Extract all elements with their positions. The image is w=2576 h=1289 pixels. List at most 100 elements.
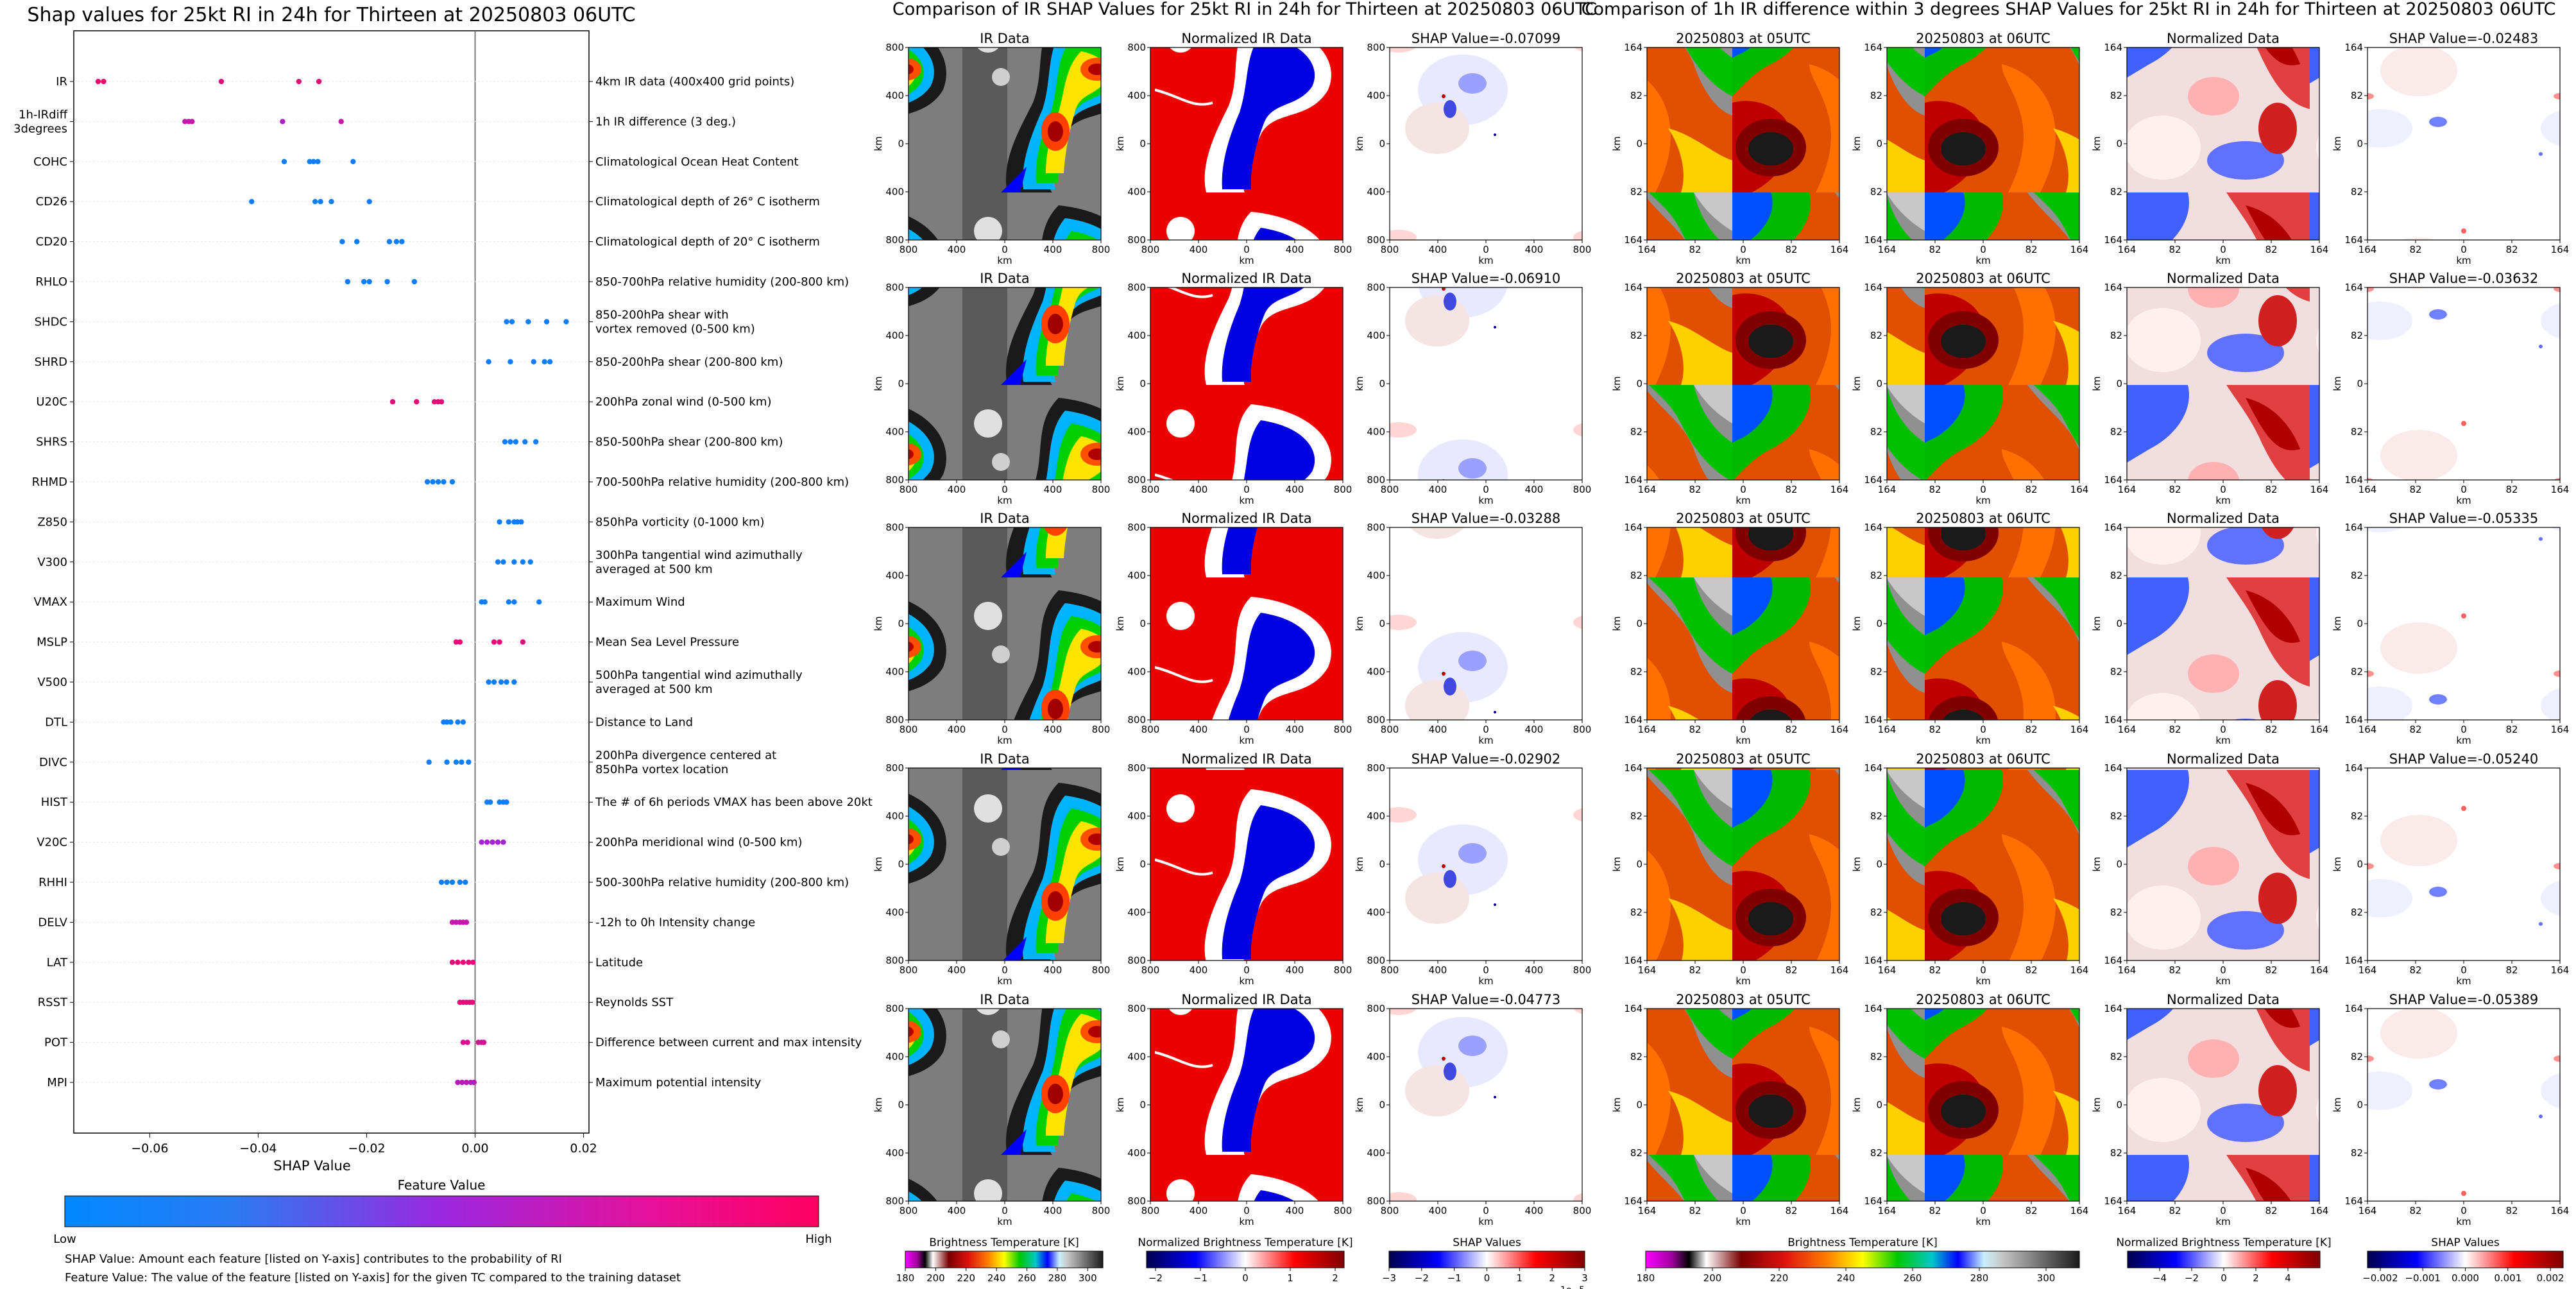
y-axis-label: km <box>2332 616 2343 631</box>
y-tick-label: 82 <box>1630 186 1642 198</box>
subplot-image <box>1647 47 1839 240</box>
x-tick-label: 0 <box>1243 484 1250 495</box>
x-tick-label: 800 <box>1092 484 1111 495</box>
y-tick-label: 82 <box>1870 810 1882 822</box>
y-tick-label: 0 <box>2116 138 2122 149</box>
subplot-image <box>2127 47 2319 240</box>
x-axis-label: km <box>2215 975 2230 987</box>
subplot-image <box>1150 1009 1343 1201</box>
x-axis-label: km <box>997 495 1012 506</box>
x-tick-label: 82 <box>2265 964 2277 976</box>
subplot-image <box>1887 1009 2079 1201</box>
y-tick-label: 82 <box>2110 90 2122 101</box>
shap-point <box>471 1079 477 1086</box>
x-tick-label: 400 <box>1190 724 1208 735</box>
x-axis-label: km <box>2215 735 2230 746</box>
x-tick-label: 82 <box>1785 724 1797 735</box>
x-axis-label: km <box>1736 975 1750 987</box>
x-tick-label: 82 <box>2409 964 2421 976</box>
y-tick-label: 0 <box>2116 858 2122 870</box>
shap-point <box>444 719 450 725</box>
y-tick-label: 82 <box>2351 90 2363 101</box>
subplot-title: 20250803 at 06UTC <box>1916 992 2051 1007</box>
feature-code-label: 3degrees <box>13 122 67 135</box>
y-tick-label: 0 <box>1139 858 1146 870</box>
subplot-title: IR Data <box>980 271 1030 286</box>
feature-code-label: RHLO <box>35 275 67 289</box>
y-tick-label: 164 <box>2344 282 2363 293</box>
y-axis-label: km <box>2091 1097 2103 1112</box>
y-tick-label: 0 <box>1379 1099 1385 1111</box>
x-tick-label: 0 <box>1002 484 1008 495</box>
feature-code-label: RHHI <box>38 876 67 889</box>
x-axis-label: km <box>1239 975 1254 987</box>
y-tick-label: 800 <box>885 955 904 966</box>
feature-description-label: Maximum potential intensity <box>595 1076 762 1089</box>
x-tick-label: 0 <box>1243 964 1250 976</box>
y-tick-label: 164 <box>2104 955 2122 966</box>
x-tick-label: 164 <box>2551 724 2570 735</box>
x-tick-label: 82 <box>1785 484 1797 495</box>
y-tick-label: 82 <box>1870 666 1882 678</box>
x-tick-label: 82 <box>2409 724 2421 735</box>
x-tick-label: 0 <box>1002 724 1008 735</box>
shap-point <box>249 199 255 205</box>
x-axis-label: km <box>1239 735 1254 746</box>
subplot-image <box>2367 287 2560 480</box>
subplot-title: 20250803 at 06UTC <box>1916 271 2051 286</box>
feature-description-label: 850hPa vorticity (0-1000 km) <box>595 515 765 529</box>
feature-description-label: 200hPa divergence centered at <box>595 749 776 762</box>
feature-description-label: 700-500hPa relative humidity (200-800 km… <box>595 475 849 489</box>
y-tick-label: 164 <box>1864 234 1882 246</box>
x-tick-label: 800 <box>1573 484 1592 495</box>
shap-point <box>536 599 542 605</box>
x-tick-label: 82 <box>1689 244 1701 255</box>
x-axis-label: km <box>1975 255 1990 266</box>
y-axis-label: km <box>1851 376 1863 391</box>
colorbar-tick-label: −2 <box>2185 1272 2199 1284</box>
y-tick-label: 82 <box>2351 666 2363 678</box>
y-tick-label: 164 <box>2344 1003 2363 1014</box>
y-tick-label: 0 <box>1139 1099 1146 1111</box>
feature-description-label: vortex removed (0-500 km) <box>595 322 755 336</box>
x-tick-label: 800 <box>1381 1205 1399 1216</box>
x-tick-label: 0 <box>1740 484 1746 495</box>
feature-description-label: 300hPa tangential wind azimuthally <box>595 549 803 562</box>
shap-point <box>449 479 456 485</box>
shap-point <box>315 158 321 164</box>
x-tick-label: 164 <box>2070 1205 2089 1216</box>
y-tick-label: 82 <box>1630 570 1642 581</box>
shap-point <box>386 239 393 244</box>
shap-point <box>424 479 431 485</box>
x-tick-label: 164 <box>2358 244 2377 255</box>
subplot-image <box>908 47 1101 240</box>
y-tick-label: 82 <box>1630 1147 1642 1159</box>
shap-point <box>393 239 400 244</box>
shap-point <box>531 359 536 364</box>
y-tick-label: 800 <box>1127 762 1146 774</box>
feature-code-label: RHMD <box>32 475 67 489</box>
subplot-title: Normalized Data <box>2167 751 2280 767</box>
x-tick-label: 164 <box>1638 964 1657 976</box>
y-tick-label: 82 <box>2110 570 2122 581</box>
subplot-title: Normalized Data <box>2167 992 2280 1007</box>
shap-point <box>426 759 432 765</box>
x-tick-label: 82 <box>1929 964 1941 976</box>
colorbar-label: Normalized Brightness Temperature [K] <box>2116 1236 2331 1249</box>
x-tick-label: 400 <box>1044 484 1062 495</box>
y-tick-label: 800 <box>1127 234 1146 246</box>
colorbar-tick-label: 0.001 <box>2494 1272 2521 1284</box>
subplot-title: 20250803 at 06UTC <box>1916 31 2051 46</box>
shap-point <box>511 559 517 565</box>
shap-point <box>463 1079 470 1086</box>
x-axis-label: km <box>997 255 1012 266</box>
subplot-image <box>2127 768 2319 960</box>
x-tick-label: 0 <box>2461 724 2467 735</box>
x-tick-label: 0.02 <box>570 1141 597 1156</box>
x-axis-label: km <box>1736 495 1750 506</box>
shap-point <box>497 519 502 525</box>
x-tick-label: −0.04 <box>239 1141 277 1156</box>
x-tick-label: 400 <box>1429 724 1447 735</box>
x-tick-label: 400 <box>1429 244 1447 255</box>
x-tick-label: 800 <box>1141 964 1160 976</box>
